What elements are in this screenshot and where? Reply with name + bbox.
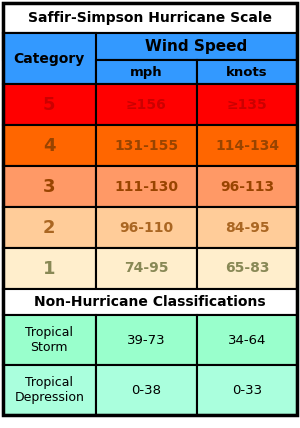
Bar <box>3 207 96 248</box>
Bar <box>3 33 96 84</box>
Text: 0-38: 0-38 <box>131 383 161 396</box>
Bar <box>3 365 96 415</box>
Text: 96-113: 96-113 <box>220 179 274 193</box>
Bar <box>3 33 297 60</box>
Bar <box>96 365 197 415</box>
Text: ≥156: ≥156 <box>126 98 167 112</box>
Bar <box>197 207 297 248</box>
Bar <box>197 166 297 207</box>
Bar <box>197 315 297 365</box>
Bar <box>3 166 96 207</box>
Text: Saffir-Simpson Hurricane Scale: Saffir-Simpson Hurricane Scale <box>28 11 272 25</box>
Text: 111-130: 111-130 <box>114 179 178 193</box>
Bar <box>96 125 197 166</box>
Bar <box>3 315 96 365</box>
Bar <box>96 60 197 84</box>
Text: 1: 1 <box>43 259 56 277</box>
Text: 74-95: 74-95 <box>124 262 169 276</box>
Bar <box>96 315 197 365</box>
Text: Tropical
Depression: Tropical Depression <box>14 376 84 404</box>
Text: Tropical
Storm: Tropical Storm <box>25 326 73 354</box>
Text: 39-73: 39-73 <box>127 333 166 347</box>
Text: mph: mph <box>130 65 163 78</box>
Text: knots: knots <box>226 65 268 78</box>
Text: 65-83: 65-83 <box>225 262 269 276</box>
Text: Non-Hurricane Classifications: Non-Hurricane Classifications <box>34 295 266 309</box>
Bar <box>197 365 297 415</box>
Text: 114-134: 114-134 <box>215 139 279 152</box>
Bar <box>197 84 297 125</box>
Bar <box>3 289 297 315</box>
Text: 34-64: 34-64 <box>228 333 266 347</box>
Bar <box>197 60 297 84</box>
Text: Category: Category <box>14 51 85 65</box>
Bar <box>3 248 96 289</box>
Bar <box>96 166 197 207</box>
Text: 4: 4 <box>43 137 56 155</box>
Bar <box>197 248 297 289</box>
Bar <box>3 84 96 125</box>
Bar <box>96 248 197 289</box>
Bar <box>3 125 96 166</box>
Text: 5: 5 <box>43 95 56 113</box>
Text: Wind Speed: Wind Speed <box>145 39 248 54</box>
Bar <box>197 125 297 166</box>
Text: 131-155: 131-155 <box>114 139 178 152</box>
Text: 96-110: 96-110 <box>119 220 173 235</box>
Text: 84-95: 84-95 <box>225 220 269 235</box>
Text: ≥135: ≥135 <box>226 98 267 112</box>
Bar <box>96 84 197 125</box>
Bar <box>96 207 197 248</box>
Text: 0-33: 0-33 <box>232 383 262 396</box>
Text: 2: 2 <box>43 219 56 237</box>
Text: 3: 3 <box>43 178 56 196</box>
Bar <box>3 3 297 33</box>
